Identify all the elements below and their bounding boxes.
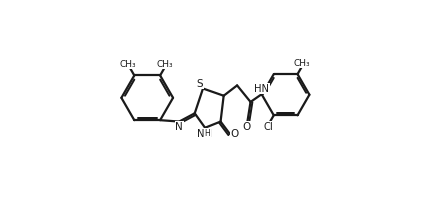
Text: Cl: Cl (264, 122, 274, 132)
Text: O: O (230, 129, 239, 139)
Text: N: N (175, 122, 183, 132)
Text: HN: HN (254, 83, 269, 94)
Text: NH: NH (197, 129, 212, 139)
Text: H: H (205, 129, 211, 138)
Text: S: S (197, 79, 203, 89)
Text: O: O (242, 122, 250, 132)
Text: CH₃: CH₃ (120, 60, 136, 69)
Text: CH₃: CH₃ (156, 60, 173, 69)
Text: CH₃: CH₃ (293, 59, 310, 68)
